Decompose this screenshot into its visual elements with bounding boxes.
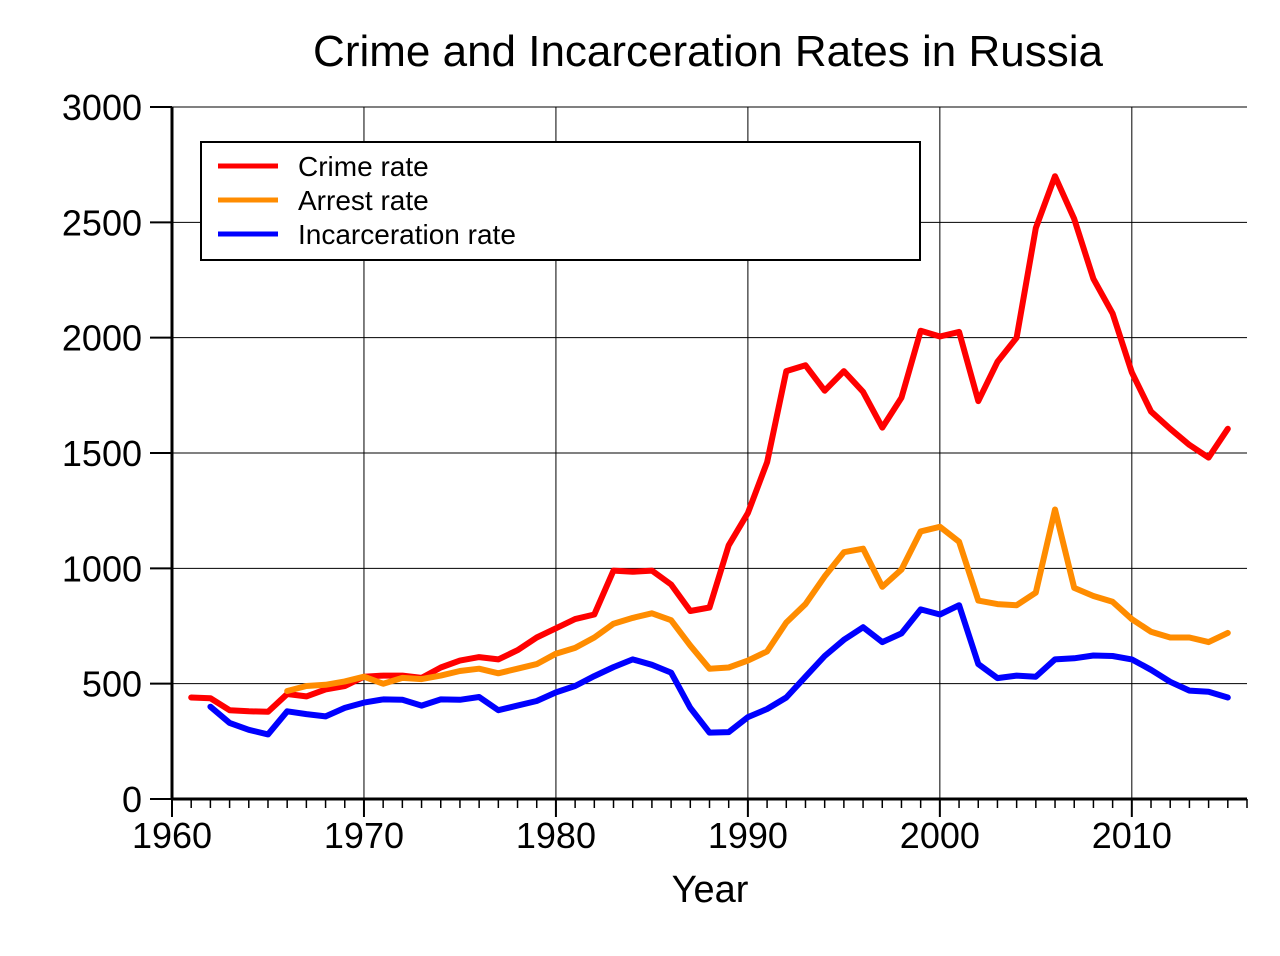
legend-box bbox=[200, 141, 921, 261]
y-tick-label: 1000 bbox=[62, 548, 142, 589]
x-tick-label: 1970 bbox=[324, 815, 404, 856]
series-line-incarceration-rate bbox=[207, 602, 1231, 738]
series-lines bbox=[188, 173, 1231, 738]
chart-title: Crime and Incarceration Rates in Russia bbox=[313, 27, 1103, 76]
y-tick-label: 2500 bbox=[62, 202, 142, 243]
y-tick-label: 500 bbox=[82, 664, 142, 705]
x-tick-label: 1960 bbox=[132, 815, 212, 856]
legend-label-incarceration-rate: Incarceration rate bbox=[298, 219, 516, 250]
x-axis-label: Year bbox=[672, 869, 749, 911]
axes: 0 500 1000 1500 2000 2500 3000 1960 1970 1980 1990… bbox=[62, 87, 1248, 856]
x-tick-label: 1990 bbox=[708, 815, 788, 856]
y-tick-label: 2000 bbox=[62, 318, 142, 359]
y-tick-label: 1500 bbox=[62, 433, 142, 474]
series-line-arrest-rate bbox=[284, 506, 1231, 694]
legend-label-crime-rate: Crime rate bbox=[298, 151, 429, 182]
x-tick-label: 2000 bbox=[900, 815, 980, 856]
x-tick-label: 1980 bbox=[516, 815, 596, 856]
x-tick-label: 2010 bbox=[1092, 815, 1172, 856]
y-tick-label: 0 bbox=[122, 779, 142, 820]
y-tick-label: 3000 bbox=[62, 87, 142, 128]
legend-label-arrest-rate: Arrest rate bbox=[298, 185, 429, 216]
